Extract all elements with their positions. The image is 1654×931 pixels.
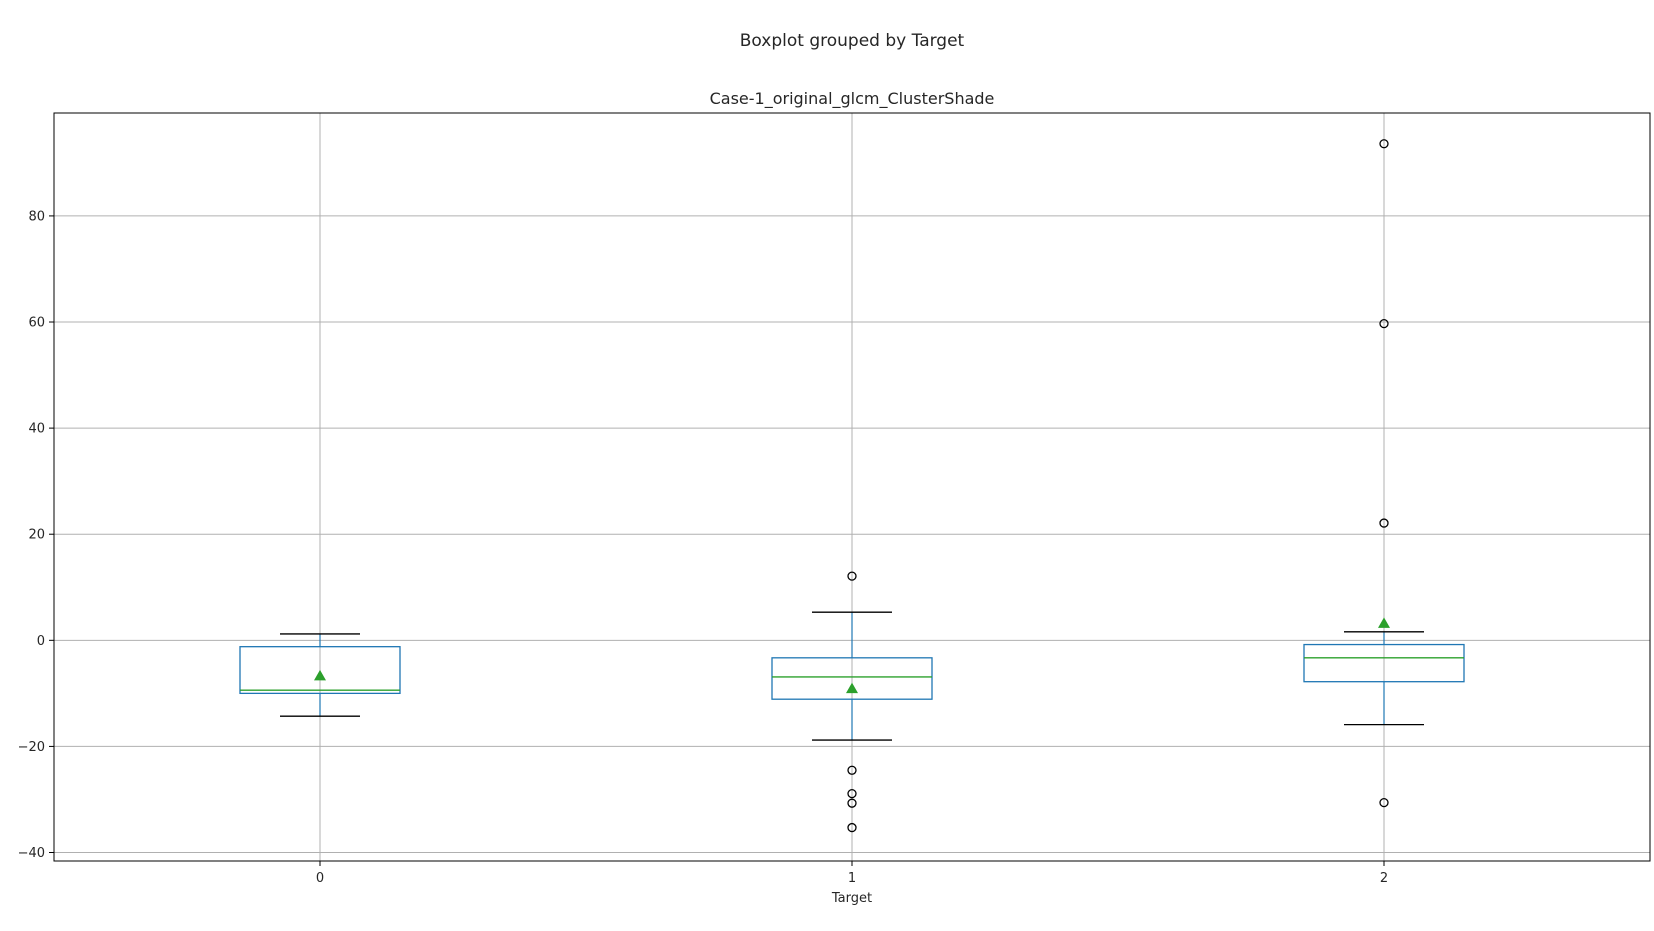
box-group-2	[1303, 139, 1465, 808]
mean-marker	[1378, 617, 1390, 628]
chart-title: Case-1_original_glcm_ClusterShade	[710, 89, 995, 109]
y-tick-label: 20	[28, 528, 45, 543]
x-tick-label: 2	[1380, 871, 1388, 886]
iqr-box	[771, 657, 933, 700]
box-group-1	[771, 571, 933, 833]
outlier-point	[1379, 518, 1389, 528]
outlier-point	[847, 571, 857, 581]
y-tick-label: 60	[28, 316, 45, 331]
box-group-0	[239, 633, 401, 717]
y-tick-label: −20	[18, 740, 45, 755]
x-tick-label: 1	[848, 871, 856, 886]
y-tick-label: −40	[18, 846, 45, 861]
y-axis: −40 −20 0 20 40 60 80	[18, 209, 54, 861]
outlier-point	[847, 765, 857, 775]
y-tick-label: 0	[37, 634, 45, 649]
outlier-point	[1379, 139, 1389, 149]
iqr-box	[1303, 643, 1465, 683]
outlier-point	[847, 788, 857, 799]
figure-suptitle: Boxplot grouped by Target	[740, 31, 965, 51]
iqr-box	[239, 646, 401, 695]
x-tick-label: 0	[316, 871, 324, 886]
grid-lines	[54, 113, 1650, 861]
x-axis-label: Target	[831, 891, 872, 906]
outlier-point	[847, 798, 857, 808]
outlier-point	[1379, 318, 1389, 329]
y-tick-label: 40	[28, 422, 45, 437]
outlier-point	[847, 822, 857, 833]
x-axis: 0 1 2	[316, 861, 1388, 886]
mean-marker	[846, 682, 858, 694]
outlier-point	[1379, 797, 1389, 808]
mean-marker	[314, 669, 326, 681]
y-tick-label: 80	[28, 209, 45, 224]
box-series	[239, 139, 1465, 833]
